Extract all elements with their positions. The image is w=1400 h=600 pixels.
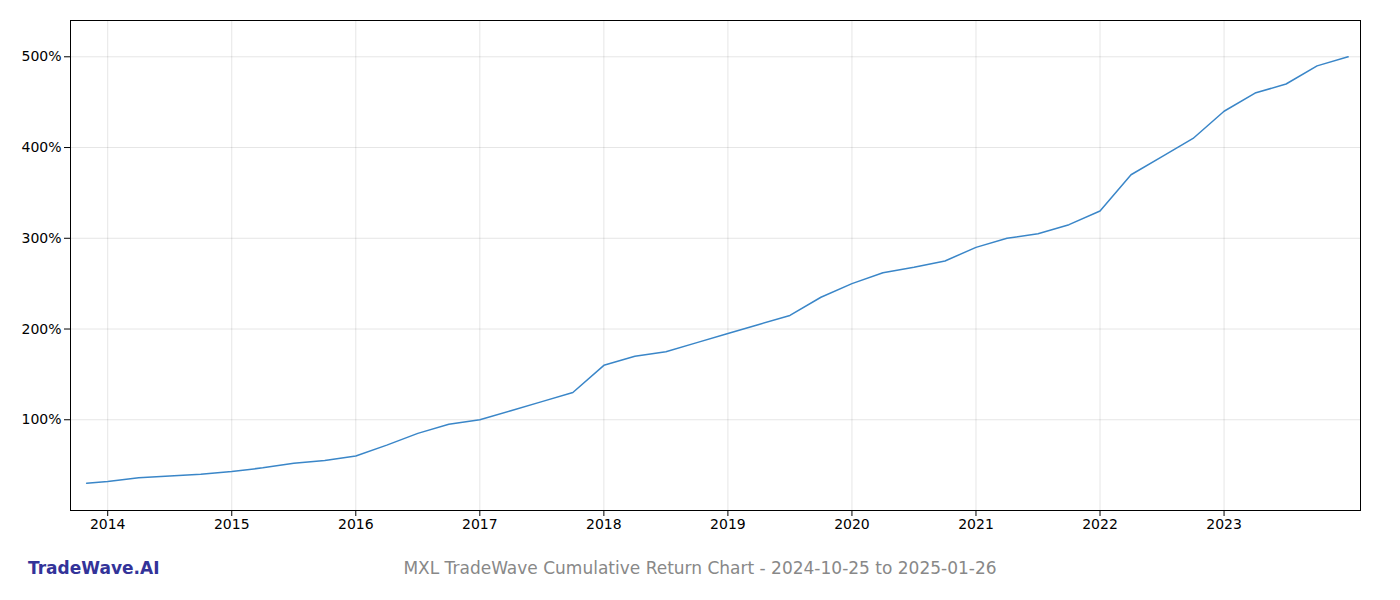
svg-text:2017: 2017 bbox=[462, 516, 498, 532]
svg-text:2018: 2018 bbox=[586, 516, 622, 532]
svg-text:300%: 300% bbox=[21, 230, 61, 246]
svg-text:400%: 400% bbox=[21, 139, 61, 155]
html-text:TradeWave.AI: TradeWave.AI bbox=[28, 558, 160, 578]
svg-text:2021: 2021 bbox=[958, 516, 994, 532]
svg-text:2014: 2014 bbox=[90, 516, 126, 532]
html-text:MXL TradeWave Cumulative Retur: MXL TradeWave Cumulative Return Chart - … bbox=[403, 558, 997, 578]
svg-text:500%: 500% bbox=[21, 48, 61, 64]
svg-text:2020: 2020 bbox=[834, 516, 870, 532]
svg-text:2016: 2016 bbox=[338, 516, 374, 532]
svg-text:2022: 2022 bbox=[1082, 516, 1118, 532]
svg-text:2019: 2019 bbox=[710, 516, 746, 532]
svg-text:100%: 100% bbox=[21, 411, 61, 427]
svg-text:2015: 2015 bbox=[214, 516, 250, 532]
svg-text:2023: 2023 bbox=[1206, 516, 1242, 532]
svg-text:200%: 200% bbox=[21, 320, 61, 336]
